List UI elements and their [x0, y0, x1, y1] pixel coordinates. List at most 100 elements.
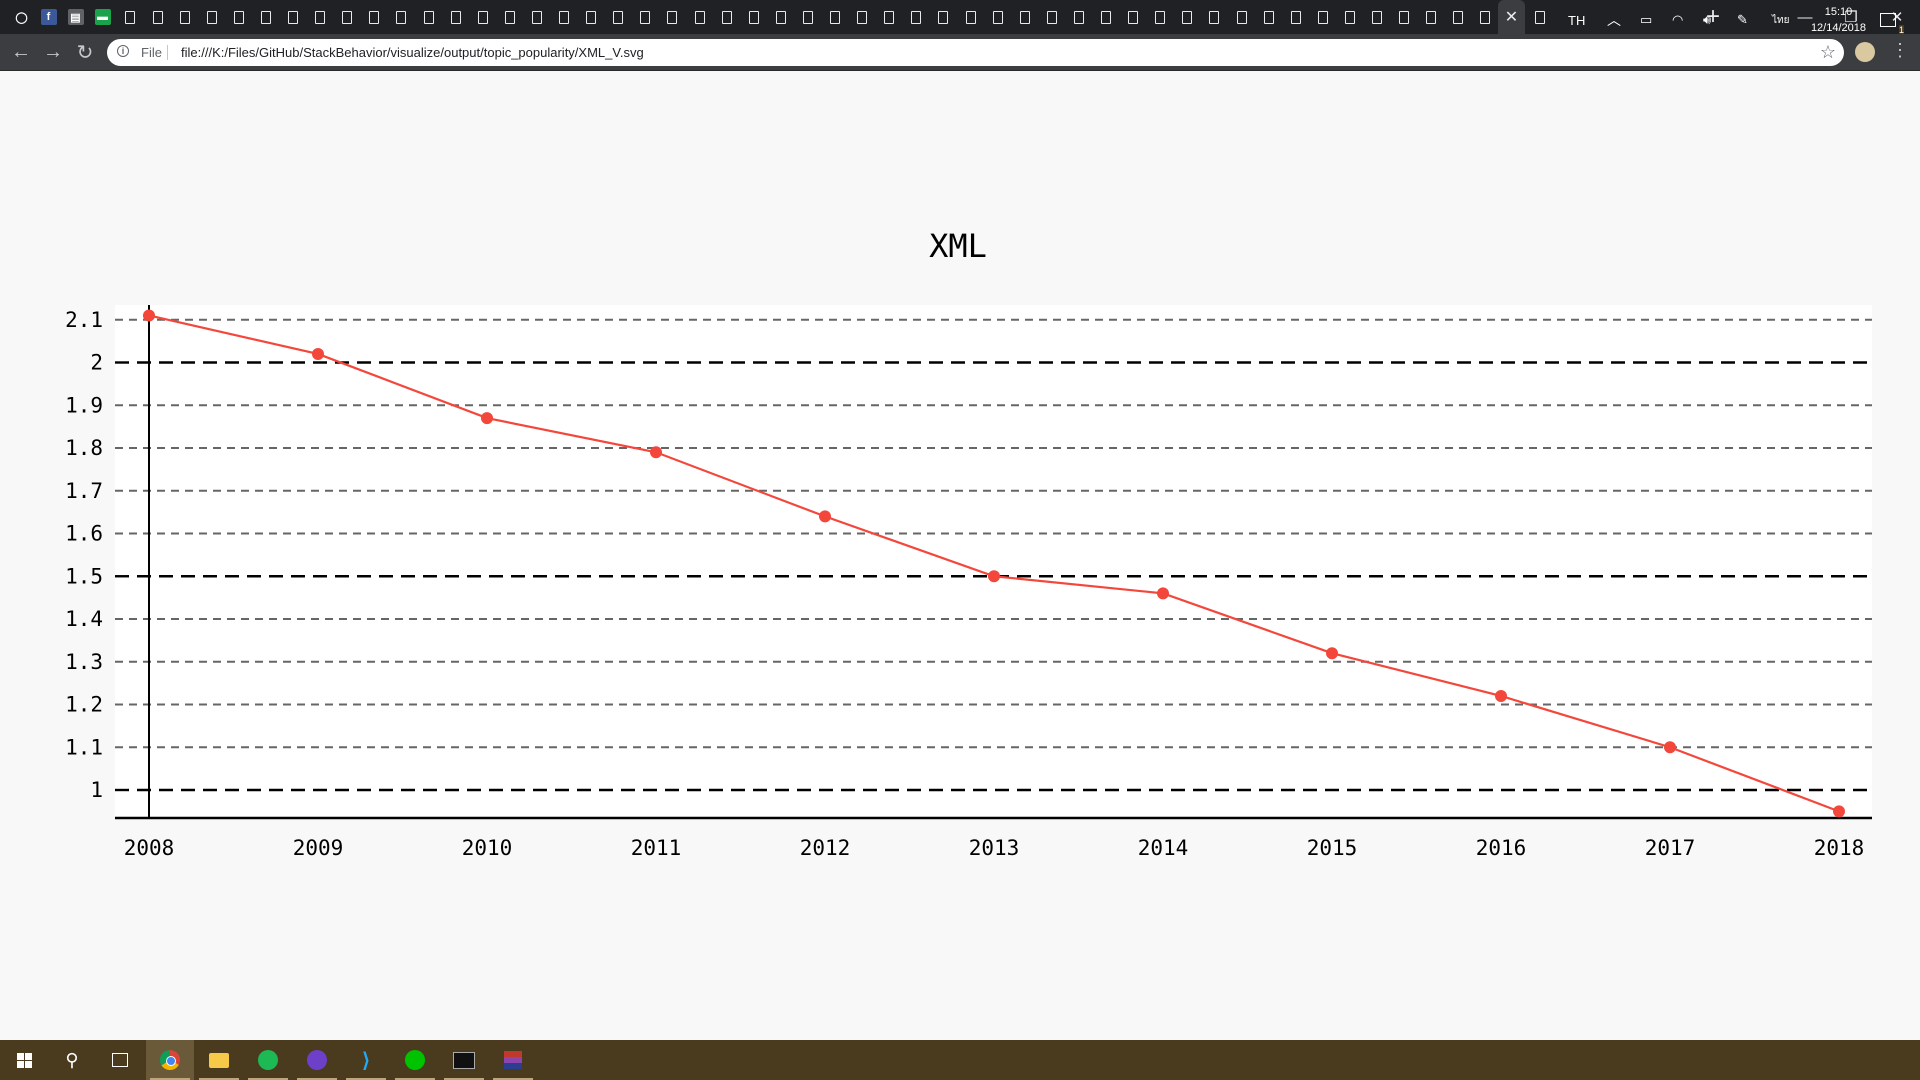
reload-icon[interactable]: ↻ — [76, 41, 94, 64]
tab-page[interactable] — [713, 0, 740, 34]
system-clock[interactable]: 15:10 12/14/2018 — [1811, 4, 1866, 36]
line-favicon: ▬ — [94, 9, 111, 25]
tab-page[interactable] — [1038, 0, 1065, 34]
wifi-icon[interactable]: ◠ — [1672, 12, 1684, 27]
page-icon — [314, 10, 325, 24]
browser-menu-icon[interactable]: ⋮ — [1891, 40, 1909, 60]
tab-page[interactable] — [1173, 0, 1200, 34]
taskbar-search-icon[interactable]: ⚲ — [65, 1049, 79, 1070]
address-bar[interactable]: i File file:///K:/Files/GitHub/StackBeha… — [107, 39, 1844, 66]
action-center-icon[interactable]: 1 — [1880, 0, 1904, 40]
tab-page[interactable] — [1200, 0, 1227, 34]
line-tab-icon[interactable]: ▬ — [89, 0, 116, 34]
bookmark-star-icon[interactable]: ☆ — [1819, 42, 1836, 62]
page-icon — [179, 10, 190, 24]
tab-page[interactable] — [1119, 0, 1146, 34]
page-icon — [477, 10, 488, 24]
document-tab-icon[interactable]: ▤ — [62, 0, 89, 34]
tab-page[interactable] — [469, 0, 496, 34]
taskbar-github-desktop-icon[interactable] — [293, 1040, 341, 1080]
tab-page[interactable] — [740, 0, 767, 34]
new-tab-button[interactable]: + — [1706, 3, 1721, 30]
tab-page[interactable] — [929, 0, 956, 34]
tab-page[interactable] — [225, 0, 252, 34]
taskbar-line-icon[interactable] — [391, 1040, 439, 1080]
tab-page[interactable] — [1390, 0, 1417, 34]
taskbar-start-icon[interactable] — [0, 1040, 48, 1080]
input-language-indicator[interactable]: TH — [1568, 12, 1586, 28]
extension-icon[interactable] — [1855, 42, 1875, 62]
tab-active[interactable]: ✕ — [1498, 0, 1525, 34]
tab-page[interactable] — [279, 0, 306, 34]
tab-page[interactable] — [1092, 0, 1119, 34]
window-maximize-button[interactable]: ❐ — [1844, 9, 1858, 26]
github-tab-icon[interactable]: ◯ — [8, 0, 35, 34]
tab-page[interactable] — [1011, 0, 1038, 34]
tab-page[interactable] — [1282, 0, 1309, 34]
tab-close-icon[interactable]: ✕ — [1504, 9, 1519, 26]
tab-page[interactable] — [686, 0, 713, 34]
tab-page[interactable] — [658, 0, 685, 34]
tab-page[interactable] — [442, 0, 469, 34]
tab-page[interactable] — [333, 0, 360, 34]
tab-page[interactable] — [198, 0, 225, 34]
tab-page[interactable] — [1444, 0, 1471, 34]
tab-page[interactable] — [1526, 0, 1553, 34]
tab-page[interactable] — [1228, 0, 1255, 34]
tab-page[interactable] — [306, 0, 333, 34]
tab-page[interactable] — [1309, 0, 1336, 34]
tab-page[interactable] — [821, 0, 848, 34]
taskbar-winrar-icon[interactable] — [489, 1040, 537, 1080]
tab-page[interactable] — [1417, 0, 1444, 34]
tab-page[interactable] — [577, 0, 604, 34]
tab-page[interactable] — [767, 0, 794, 34]
facebook-tab-icon[interactable]: f — [35, 0, 62, 34]
tab-page[interactable] — [415, 0, 442, 34]
tab-page[interactable] — [387, 0, 414, 34]
tab-page[interactable] — [631, 0, 658, 34]
tab-page[interactable] — [957, 0, 984, 34]
page-icon — [1263, 10, 1274, 24]
tab-page[interactable] — [875, 0, 902, 34]
info-icon[interactable]: i — [117, 45, 129, 57]
tab-page[interactable] — [984, 0, 1011, 34]
tab-page[interactable] — [902, 0, 929, 34]
page-icon — [260, 10, 271, 24]
tab-page[interactable] — [794, 0, 821, 34]
window-minimize-button[interactable]: — — [1797, 8, 1813, 26]
taskbar-spotify-icon[interactable] — [244, 1040, 292, 1080]
x-tick-label: 2015 — [1307, 836, 1358, 860]
tab-page[interactable] — [1146, 0, 1173, 34]
tab-page[interactable] — [604, 0, 631, 34]
data-point — [1664, 741, 1676, 754]
tab-page[interactable] — [1471, 0, 1498, 34]
taskbar-chrome-icon[interactable] — [146, 1040, 194, 1080]
tab-page[interactable] — [1363, 0, 1390, 34]
tab-page[interactable] — [1336, 0, 1363, 34]
tab-page[interactable] — [1065, 0, 1092, 34]
tab-page[interactable] — [252, 0, 279, 34]
tab-page[interactable] — [550, 0, 577, 34]
volume-icon[interactable]: 🔊︎ — [1703, 12, 1712, 27]
tab-page[interactable] — [144, 0, 171, 34]
taskbar-vscode-icon[interactable]: ⟩ — [342, 1040, 390, 1080]
taskbar-terminal-icon[interactable] — [440, 1040, 488, 1080]
back-icon[interactable]: ← — [11, 40, 31, 63]
page-icon — [287, 10, 298, 24]
taskbar-task-view-icon[interactable] — [96, 1040, 144, 1080]
tab-page[interactable] — [171, 0, 198, 34]
tab-page[interactable] — [116, 0, 143, 34]
taskbar-file-explorer-icon[interactable] — [195, 1040, 243, 1080]
forward-icon[interactable]: → — [43, 40, 63, 63]
battery-icon[interactable]: ▭ — [1640, 12, 1653, 27]
tab-page[interactable] — [848, 0, 875, 34]
page-icon — [612, 10, 623, 24]
pen-icon[interactable]: ✎ — [1737, 12, 1748, 27]
tab-page[interactable] — [1255, 0, 1282, 34]
tab-page[interactable] — [523, 0, 550, 34]
keyboard-layout-icon[interactable]: ไทย — [1772, 14, 1790, 26]
tray-overflow-chevron-icon[interactable]: ︿ — [1607, 12, 1621, 28]
tab-page[interactable] — [360, 0, 387, 34]
tab-page[interactable] — [496, 0, 523, 34]
url-text[interactable]: file:///K:/Files/GitHub/StackBehavior/vi… — [181, 45, 644, 60]
